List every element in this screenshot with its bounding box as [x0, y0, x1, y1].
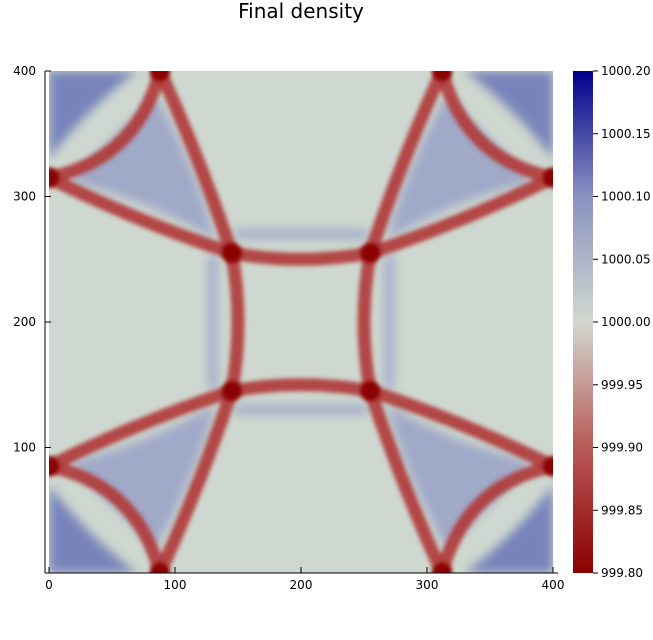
density-front: [49, 459, 167, 573]
y-tick-label: 400: [13, 64, 36, 78]
x-tick-label: 400: [542, 578, 565, 592]
front-node: [149, 71, 170, 81]
overshoot-regions: [49, 71, 553, 573]
colorbar-tick-label: 1000.15: [601, 127, 651, 141]
density-front: [363, 71, 449, 260]
colorbar-tick-label: 1000.05: [601, 252, 651, 266]
front-node: [49, 456, 59, 477]
front-node: [360, 242, 381, 263]
front-node: [149, 563, 170, 573]
density-front: [225, 246, 377, 266]
front-nodes: [49, 71, 553, 573]
axes: 0 100 200 300 400 100 200 300 400: [13, 64, 564, 592]
overshoot-triangle: [67, 404, 216, 548]
front-node: [221, 381, 242, 402]
colorbar-gradient: [573, 71, 593, 573]
density-front: [153, 384, 239, 573]
colorbar: 1000.20 1000.15 1000.10 1000.05 1000.00 999.9…: [573, 64, 651, 580]
density-front: [363, 384, 449, 573]
overshoot-corner: [49, 71, 138, 159]
overshoot-triangle: [386, 96, 535, 240]
heatmap-area: [49, 71, 553, 573]
front-node: [221, 242, 242, 263]
x-tick-label: 300: [416, 578, 439, 592]
y-tick-label: 100: [13, 441, 36, 455]
x-tick-label: 0: [45, 578, 53, 592]
y-tick-label: 200: [13, 315, 36, 329]
chart-title: Final density: [238, 0, 364, 23]
front-node: [543, 167, 553, 188]
front-node: [432, 563, 453, 573]
density-front: [363, 384, 553, 473]
colorbar-tick-label: 999.95: [601, 378, 643, 392]
density-front: [363, 171, 553, 260]
density-front: [153, 71, 239, 260]
density-front: [225, 378, 377, 398]
colorbar-tick-label: 1000.20: [601, 64, 651, 78]
overshoot-triangle: [386, 404, 535, 548]
colorbar-tick-label: 1000.10: [601, 190, 651, 204]
colorbar-tick-label: 999.90: [601, 441, 643, 455]
x-tick-label: 100: [164, 578, 187, 592]
overshoot-corner: [464, 71, 553, 159]
density-front: [435, 459, 553, 573]
overshoot-triangle: [67, 96, 216, 240]
density-front: [225, 246, 245, 398]
density-fronts: [49, 71, 553, 573]
overshoot-corner: [49, 485, 138, 573]
density-front: [49, 171, 239, 260]
x-tick-label: 200: [290, 578, 313, 592]
front-node: [360, 381, 381, 402]
overshoot-corner: [464, 485, 553, 573]
front-node: [49, 167, 59, 188]
colorbar-ticks: 1000.20 1000.15 1000.10 1000.05 1000.00 999.9…: [593, 64, 651, 580]
density-front: [49, 71, 167, 185]
front-node: [432, 71, 453, 81]
x-axis-ticks: 0 100 200 300 400: [45, 567, 564, 592]
colorbar-tick-label: 999.85: [601, 503, 643, 517]
density-front: [49, 384, 239, 473]
y-axis-ticks: 100 200 300 400: [13, 64, 51, 455]
density-front: [357, 246, 377, 398]
density-front: [435, 71, 553, 185]
colorbar-tick-label: 999.80: [601, 566, 643, 580]
y-tick-label: 300: [13, 190, 36, 204]
front-node: [543, 456, 553, 477]
colorbar-tick-label: 1000.00: [601, 315, 651, 329]
